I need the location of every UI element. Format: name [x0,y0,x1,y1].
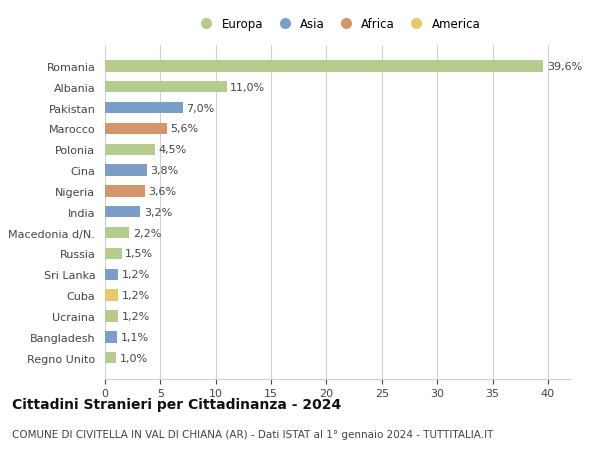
Text: 1,2%: 1,2% [122,291,150,301]
Bar [105,227,130,239]
Text: 5,6%: 5,6% [170,124,199,134]
Bar [105,207,140,218]
Text: 11,0%: 11,0% [230,83,265,93]
Legend: Europa, Asia, Africa, America: Europa, Asia, Africa, America [190,13,485,36]
Bar [105,144,155,156]
Text: 3,6%: 3,6% [148,186,176,196]
Text: 1,2%: 1,2% [122,270,150,280]
Bar [105,311,118,322]
Bar [105,352,116,364]
Text: 1,1%: 1,1% [121,332,149,342]
Bar [105,290,118,301]
Bar [105,269,118,280]
Text: 1,5%: 1,5% [125,249,153,259]
Bar [105,123,167,135]
Text: 1,0%: 1,0% [119,353,148,363]
Text: 3,2%: 3,2% [144,207,172,217]
Bar [105,61,544,73]
Text: 4,5%: 4,5% [158,145,187,155]
Text: 39,6%: 39,6% [547,62,582,72]
Bar [105,82,227,93]
Text: 3,8%: 3,8% [151,166,179,176]
Text: 2,2%: 2,2% [133,228,161,238]
Bar [105,186,145,197]
Text: Cittadini Stranieri per Cittadinanza - 2024: Cittadini Stranieri per Cittadinanza - 2… [12,397,341,411]
Bar [105,165,147,176]
Text: COMUNE DI CIVITELLA IN VAL DI CHIANA (AR) - Dati ISTAT al 1° gennaio 2024 - TUTT: COMUNE DI CIVITELLA IN VAL DI CHIANA (AR… [12,429,493,439]
Text: 7,0%: 7,0% [186,103,214,113]
Text: 1,2%: 1,2% [122,311,150,321]
Bar [105,331,117,343]
Bar [105,103,182,114]
Bar [105,248,122,260]
